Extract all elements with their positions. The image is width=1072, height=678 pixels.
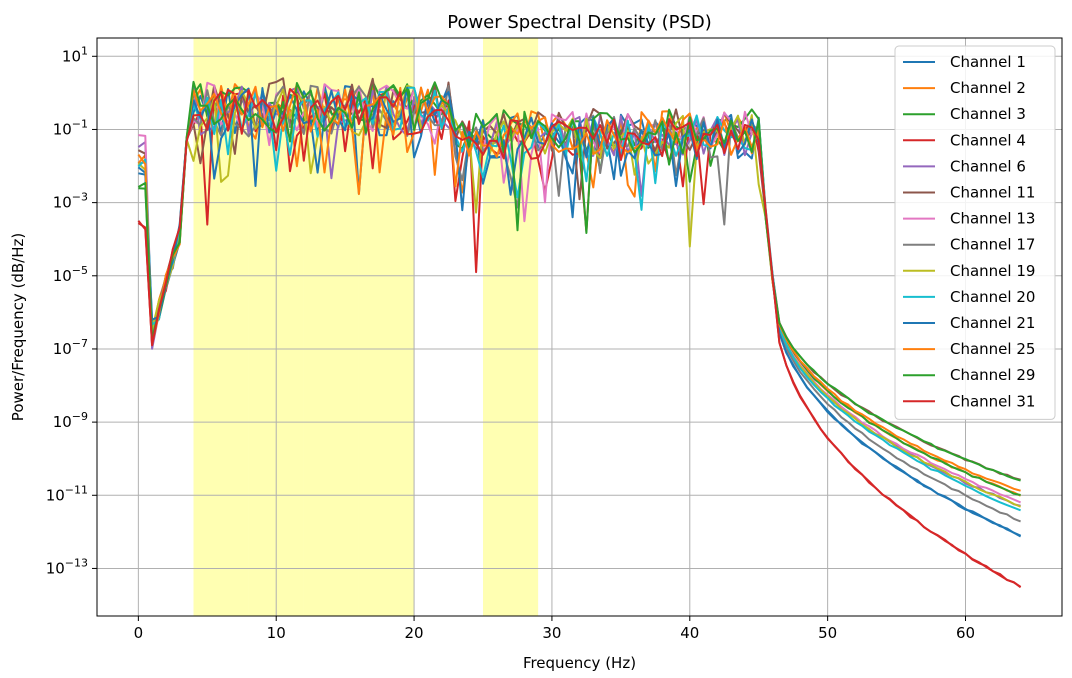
x-tick-label: 10 <box>267 624 286 642</box>
x-tick-label: 60 <box>956 624 975 642</box>
legend-entry-label: Channel 4 <box>950 131 1026 149</box>
y-tick-label: 10−5 <box>53 264 88 285</box>
legend-entry-label: Channel 25 <box>950 340 1035 358</box>
legend-entry-label: Channel 11 <box>950 184 1035 202</box>
x-axis-label: Frequency (Hz) <box>523 654 636 672</box>
series-line-channel-29 <box>137 80 1021 482</box>
x-tick-label: 0 <box>134 624 144 642</box>
series-lines <box>137 77 1022 589</box>
legend-entry-label: Channel 3 <box>950 105 1026 123</box>
series-line-channel-19 <box>137 84 1021 508</box>
x-tick-label: 50 <box>818 624 837 642</box>
legend-entry-label: Channel 20 <box>950 288 1035 306</box>
legend-entry-label: Channel 21 <box>950 314 1035 332</box>
legend-entry-label: Channel 19 <box>950 262 1035 280</box>
x-tick-label: 30 <box>542 624 561 642</box>
x-tick-label: 20 <box>405 624 424 642</box>
legend-entry-label: Channel 13 <box>950 210 1035 228</box>
legend-entry-label: Channel 29 <box>950 366 1035 384</box>
legend-entry-label: Channel 1 <box>950 53 1026 71</box>
x-axis-ticks: 0 10 20 30 40 50 60 <box>134 616 975 642</box>
legend-entry-label: Channel 6 <box>950 157 1026 175</box>
series-line-channel-20 <box>137 86 1021 512</box>
plot-frame <box>96 37 1063 617</box>
y-tick-label: 10−11 <box>46 483 88 504</box>
legend-entry-label: Channel 31 <box>950 392 1035 410</box>
x-tick-label: 40 <box>680 624 699 642</box>
chart-title: Power Spectral Density (PSD) <box>447 12 712 33</box>
series-line-channel-31 <box>137 88 1022 588</box>
legend: Channel 1 Channel 2 Channel 3 Channel 4 Chan… <box>894 45 1056 420</box>
y-tick-label: 10−3 <box>53 191 88 212</box>
y-tick-label: 10−7 <box>53 337 88 358</box>
y-tick-label: 101 <box>62 44 88 65</box>
legend-box <box>894 45 1056 420</box>
legend-entry-label: Channel 17 <box>950 236 1035 254</box>
y-tick-label: 10−9 <box>53 410 88 431</box>
y-axis-label: Power/Frequency (dB/Hz) <box>9 233 27 421</box>
y-tick-label: 10−13 <box>46 556 88 577</box>
y-axis-ticks: 101 10−1 10−3 10−5 10−7 10−9 10−11 10−13 <box>46 44 97 577</box>
legend-entry-label: Channel 2 <box>950 79 1026 97</box>
y-tick-label: 10−1 <box>53 117 88 138</box>
